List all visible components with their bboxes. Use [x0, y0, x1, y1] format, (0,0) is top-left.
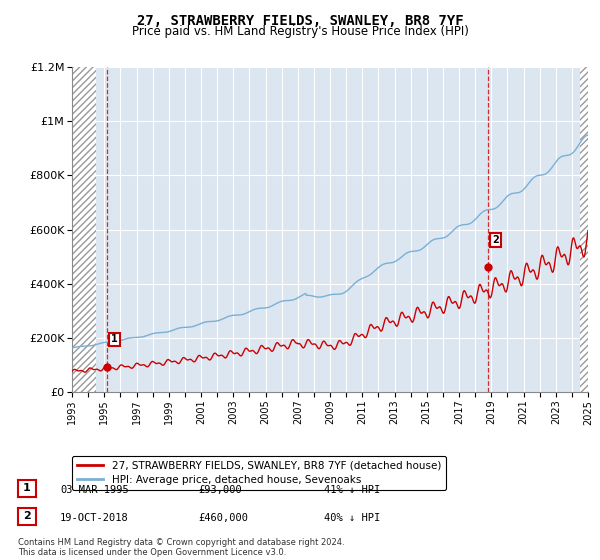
Text: £93,000: £93,000: [198, 485, 242, 495]
Text: 2: 2: [23, 511, 31, 521]
Text: 03-MAR-1995: 03-MAR-1995: [60, 485, 129, 495]
Bar: [72, 67, 96, 392]
Text: 27, STRAWBERRY FIELDS, SWANLEY, BR8 7YF: 27, STRAWBERRY FIELDS, SWANLEY, BR8 7YF: [137, 14, 463, 28]
Text: 1: 1: [111, 334, 118, 344]
Text: Contains HM Land Registry data © Crown copyright and database right 2024.
This d: Contains HM Land Registry data © Crown c…: [18, 538, 344, 557]
Text: Price paid vs. HM Land Registry's House Price Index (HPI): Price paid vs. HM Land Registry's House …: [131, 25, 469, 38]
Text: 19-OCT-2018: 19-OCT-2018: [60, 513, 129, 523]
Bar: [580, 67, 588, 392]
Text: 2: 2: [492, 235, 499, 245]
Text: £460,000: £460,000: [198, 513, 248, 523]
Legend: 27, STRAWBERRY FIELDS, SWANLEY, BR8 7YF (detached house), HPI: Average price, de: 27, STRAWBERRY FIELDS, SWANLEY, BR8 7YF …: [72, 456, 446, 490]
Text: 41% ↓ HPI: 41% ↓ HPI: [324, 485, 380, 495]
Text: 1: 1: [23, 483, 31, 493]
Text: 40% ↓ HPI: 40% ↓ HPI: [324, 513, 380, 523]
